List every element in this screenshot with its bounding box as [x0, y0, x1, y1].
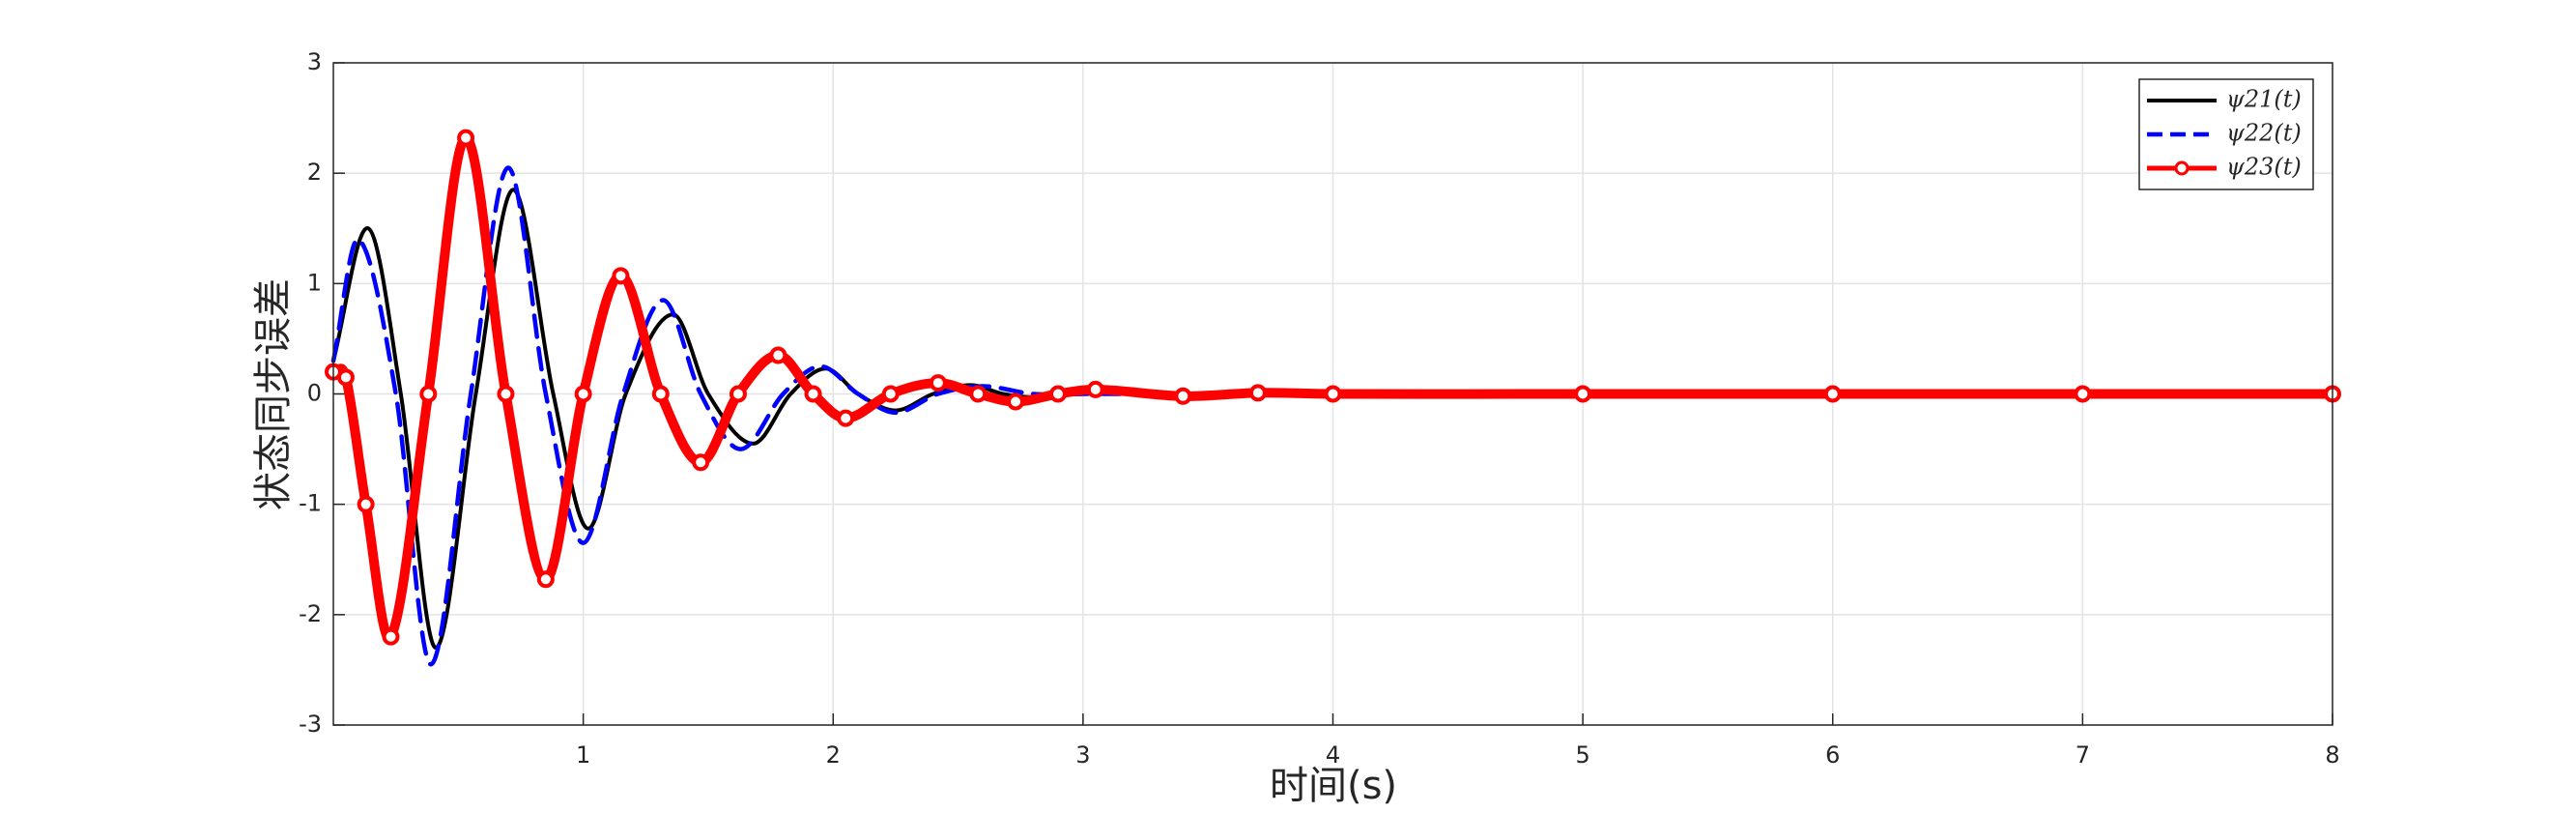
- axes-box: [332, 62, 2333, 726]
- marker: [2074, 385, 2092, 403]
- legend-label: ψ23(t): [2226, 154, 2302, 181]
- marker: [1007, 392, 1025, 411]
- x-tick-label: 6: [1825, 741, 1840, 769]
- marker: [1086, 380, 1104, 398]
- marker: [382, 627, 400, 646]
- marker: [1574, 385, 1592, 403]
- legend-label: ψ22(t): [2226, 120, 2302, 147]
- marker: [612, 267, 630, 285]
- y-tick-label: 1: [307, 269, 322, 296]
- legend-box: [2138, 78, 2314, 190]
- marker: [1174, 387, 1192, 405]
- x-tick-label: 4: [1326, 741, 1340, 769]
- marker: [357, 495, 375, 513]
- marker: [1823, 385, 1842, 403]
- marker: [1324, 385, 1342, 403]
- marker: [804, 385, 822, 403]
- marker: [769, 346, 787, 364]
- marker: [574, 385, 592, 403]
- legend-label: ψ21(t): [2226, 86, 2302, 113]
- marker: [336, 368, 355, 387]
- y-tick-label: -3: [299, 711, 322, 738]
- y-tick-label: 2: [307, 159, 322, 186]
- legend-marker: [2174, 160, 2190, 176]
- x-tick-label: 5: [1575, 741, 1589, 769]
- marker: [929, 374, 947, 392]
- x-axis-label: 时间(s): [1270, 764, 1397, 808]
- y-tick-label: 0: [307, 380, 322, 407]
- marker: [1248, 384, 1267, 402]
- marker: [419, 385, 438, 403]
- marker: [729, 385, 747, 403]
- x-tick-label: 2: [826, 741, 841, 769]
- marker: [837, 409, 855, 427]
- marker: [692, 453, 710, 472]
- x-tick-label: 7: [2075, 741, 2090, 769]
- marker: [536, 570, 555, 589]
- y-tick-label: -1: [299, 490, 322, 517]
- x-tick-label: 8: [2325, 741, 2339, 769]
- marker: [497, 385, 515, 403]
- y-axis-label: 状态同步误差: [251, 278, 296, 510]
- marker: [881, 385, 900, 403]
- marker: [969, 385, 987, 403]
- y-tick-label: -2: [299, 600, 322, 627]
- marker: [457, 129, 475, 147]
- x-tick-label: 1: [576, 741, 590, 769]
- marker: [1049, 385, 1068, 403]
- marker: [651, 385, 670, 403]
- y-tick-label: 3: [307, 48, 322, 75]
- x-tick-label: 3: [1075, 741, 1090, 769]
